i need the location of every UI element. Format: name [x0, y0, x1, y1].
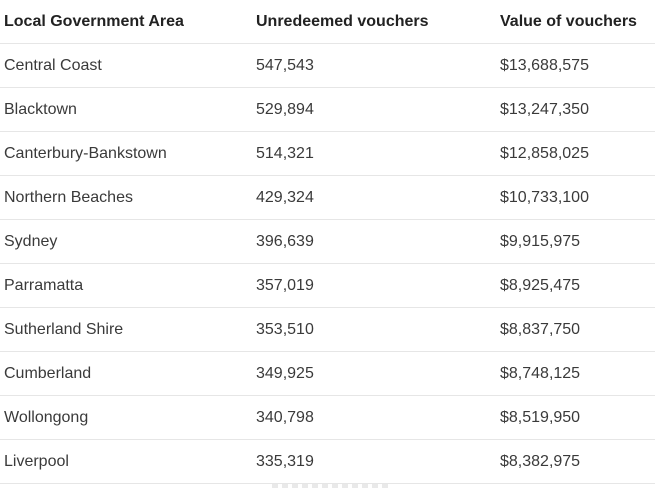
cell-unredeemed: 429,324 — [252, 175, 496, 220]
cell-lga: Blacktown — [0, 87, 252, 132]
cell-unredeemed: 349,925 — [252, 351, 496, 396]
cell-lga: Cumberland — [0, 351, 252, 396]
cell-value: $13,688,575 — [496, 43, 655, 88]
cell-value: $13,247,350 — [496, 87, 655, 132]
cell-lga: Northern Beaches — [0, 175, 252, 220]
cell-lga: Parramatta — [0, 263, 252, 308]
table-row: Sydney 396,639 $9,915,975 — [0, 219, 655, 264]
table-row: Liverpool 335,319 $8,382,975 — [0, 439, 655, 484]
cell-unredeemed: 335,319 — [252, 439, 496, 484]
table-row: Sutherland Shire 353,510 $8,837,750 — [0, 307, 655, 352]
cell-unredeemed: 353,510 — [252, 307, 496, 352]
cell-value: $8,382,975 — [496, 439, 655, 484]
table-row: Blacktown 529,894 $13,247,350 — [0, 87, 655, 132]
cell-value: $8,519,950 — [496, 395, 655, 440]
cell-value: $8,748,125 — [496, 351, 655, 396]
cell-value: $9,915,975 — [496, 219, 655, 264]
cell-unredeemed: 547,543 — [252, 43, 496, 88]
truncated-row-fragment — [272, 484, 392, 488]
cell-unredeemed: 340,798 — [252, 395, 496, 440]
cell-value: $12,858,025 — [496, 131, 655, 176]
cell-lga: Canterbury-Bankstown — [0, 131, 252, 176]
column-header-unredeemed: Unredeemed vouchers — [252, 0, 496, 44]
table-row: Canterbury-Bankstown 514,321 $12,858,025 — [0, 131, 655, 176]
cell-lga: Liverpool — [0, 439, 252, 484]
cell-lga: Sydney — [0, 219, 252, 264]
cell-unredeemed: 396,639 — [252, 219, 496, 264]
table-row: Cumberland 349,925 $8,748,125 — [0, 351, 655, 396]
cell-lga: Sutherland Shire — [0, 307, 252, 352]
table-row: Northern Beaches 429,324 $10,733,100 — [0, 175, 655, 220]
cell-unredeemed: 529,894 — [252, 87, 496, 132]
cell-value: $8,925,475 — [496, 263, 655, 308]
table-body: Central Coast 547,543 $13,688,575 Blacktown… — [0, 43, 655, 484]
column-header-lga: Local Government Area — [0, 0, 252, 44]
cell-lga: Wollongong — [0, 395, 252, 440]
table-row: Central Coast 547,543 $13,688,575 — [0, 43, 655, 88]
table-row: Parramatta 357,019 $8,925,475 — [0, 263, 655, 308]
cell-value: $8,837,750 — [496, 307, 655, 352]
cell-unredeemed: 357,019 — [252, 263, 496, 308]
cell-unredeemed: 514,321 — [252, 131, 496, 176]
table-header-row: Local Government Area Unredeemed voucher… — [0, 0, 655, 44]
cell-value: $10,733,100 — [496, 175, 655, 220]
cell-lga: Central Coast — [0, 43, 252, 88]
column-header-value: Value of vouchers — [496, 0, 655, 44]
table-row: Wollongong 340,798 $8,519,950 — [0, 395, 655, 440]
